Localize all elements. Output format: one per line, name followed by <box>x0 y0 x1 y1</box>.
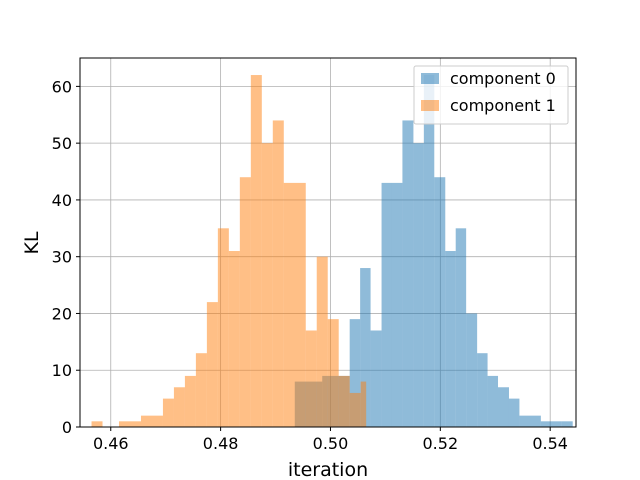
legend: component 0 component 1 <box>413 65 569 125</box>
histogram-bar-component-1 <box>206 302 218 427</box>
x-tick-label: 0.52 <box>423 434 459 453</box>
histogram-bar-component-1 <box>327 319 339 427</box>
histogram-bar-component-0 <box>434 177 446 427</box>
histogram-bar-component-1 <box>250 75 262 428</box>
axis-ticks: 0.46 0.48 0.50 0.52 0.54 0 10 20 30 40 50 60 <box>52 77 568 453</box>
histogram-bar-component-1 <box>118 421 141 427</box>
histogram-bar-component-1 <box>338 375 350 427</box>
histogram-bar-component-1 <box>140 415 163 427</box>
histogram-bars <box>91 75 573 428</box>
histogram-bar-component-0 <box>519 415 541 427</box>
histogram-bar-component-1 <box>360 381 367 427</box>
plot-frame <box>79 57 577 428</box>
y-tick-label: 20 <box>52 304 72 323</box>
legend-box <box>413 65 569 125</box>
y-tick-label: 0 <box>62 418 72 437</box>
x-tick-label: 0.50 <box>313 434 349 453</box>
histogram-bar-component-1 <box>217 228 229 427</box>
histogram-bar-component-0 <box>402 120 414 427</box>
histogram-bar-component-1 <box>91 421 103 427</box>
histogram-bar-component-0 <box>477 353 488 427</box>
histogram-bar-component-0 <box>349 319 361 427</box>
histogram-bar-component-1 <box>349 392 361 427</box>
x-tick-label: 0.54 <box>532 434 568 453</box>
histogram-bar-component-1 <box>305 330 317 427</box>
y-tick-label: 60 <box>52 77 72 96</box>
y-tick-label: 40 <box>52 191 72 210</box>
histogram-bar-component-1 <box>239 177 251 427</box>
histogram-bar-component-1 <box>283 182 306 427</box>
histogram-bar-component-0 <box>561 421 573 427</box>
x-axis-label: iteration <box>288 459 368 480</box>
legend-label-component-1: component 1 <box>450 96 556 115</box>
histogram-bar-component-0 <box>540 421 562 427</box>
histogram-bar-component-1 <box>261 143 273 427</box>
histogram-bar-component-0 <box>508 398 520 427</box>
histogram-bar-component-1 <box>228 251 240 427</box>
histogram-bar-component-1 <box>272 120 284 427</box>
histogram-bar-component-0 <box>455 228 467 427</box>
histogram-bar-component-1 <box>173 387 185 427</box>
x-tick-label: 0.46 <box>93 434 129 453</box>
legend-label-component-0: component 0 <box>450 69 556 88</box>
histogram-bar-component-0 <box>391 182 403 427</box>
histogram-bar-component-0 <box>423 75 435 428</box>
histogram-bar-component-0 <box>466 313 478 427</box>
histogram-bar-component-1 <box>316 256 328 427</box>
histogram-bar-component-0 <box>445 251 456 427</box>
histogram-bar-component-1 <box>162 398 174 427</box>
x-tick-label: 0.48 <box>203 434 239 453</box>
histogram-bar-component-0 <box>370 330 382 427</box>
histogram-bar-component-1 <box>184 375 196 427</box>
y-tick-label: 50 <box>52 134 72 153</box>
legend-swatch-component-1 <box>421 100 439 111</box>
histogram-bar-component-0 <box>360 268 371 427</box>
histogram-bar-component-0 <box>487 375 499 427</box>
histogram-bar-component-0 <box>413 143 424 427</box>
histogram-bar-component-1 <box>195 353 207 427</box>
y-axis-label: KL <box>21 231 43 254</box>
histogram-bar-component-0 <box>381 182 392 427</box>
histogram-bar-component-0 <box>498 387 509 427</box>
y-tick-label: 10 <box>52 361 72 380</box>
legend-swatch-component-0 <box>421 73 439 84</box>
y-tick-label: 30 <box>52 248 72 267</box>
